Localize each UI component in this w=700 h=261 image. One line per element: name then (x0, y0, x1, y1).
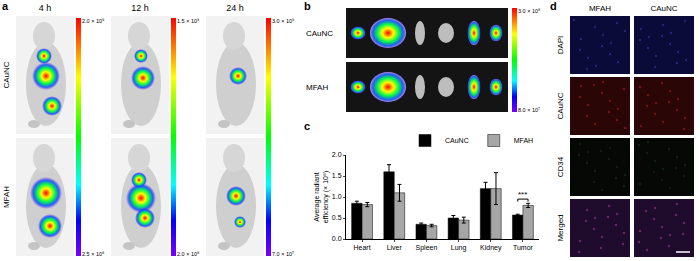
svg-text:7.0 × 10⁷: 7.0 × 10⁷ (272, 251, 294, 257)
svg-text:3.0 × 10⁹: 3.0 × 10⁹ (272, 18, 294, 24)
svg-text:CAuNC: CAuNC (650, 4, 677, 13)
svg-text:Heart: Heart (354, 244, 371, 251)
svg-text:CAuNC: CAuNC (445, 137, 469, 144)
svg-text:24 h: 24 h (226, 3, 244, 13)
svg-text:Kidney: Kidney (480, 244, 502, 252)
svg-text:8.0 × 10⁷: 8.0 × 10⁷ (518, 107, 540, 113)
svg-text:CD34: CD34 (556, 156, 565, 177)
svg-text:4 h: 4 h (39, 3, 52, 13)
svg-text:Lung: Lung (451, 244, 467, 252)
svg-text:CAuNC: CAuNC (556, 92, 565, 119)
svg-text:CAuNC: CAuNC (306, 29, 333, 38)
html-text:c: c (304, 120, 311, 132)
svg-text:2.5 × 10⁸: 2.5 × 10⁸ (82, 251, 104, 257)
svg-text:a: a (2, 0, 9, 12)
svg-text:12 h: 12 h (131, 3, 149, 13)
svg-text:DAPI: DAPI (556, 36, 565, 55)
svg-text:1.0: 1.0 (332, 193, 342, 200)
svg-text:2.0 × 10⁸: 2.0 × 10⁸ (177, 251, 199, 257)
svg-text:2.0 × 10⁹: 2.0 × 10⁹ (82, 18, 104, 24)
svg-text:MFAH: MFAH (589, 4, 611, 13)
svg-text:3.0 × 10⁸: 3.0 × 10⁸ (518, 8, 540, 14)
svg-text:1.5: 1.5 (332, 172, 342, 179)
svg-text:b: b (304, 0, 311, 12)
svg-text:Tumor: Tumor (513, 244, 534, 251)
svg-text:0.5: 0.5 (332, 214, 342, 221)
svg-text:Spleen: Spleen (416, 244, 438, 252)
svg-text:MFAH: MFAH (2, 186, 11, 208)
svg-text:MFAH: MFAH (514, 137, 533, 144)
svg-text:1.5 × 10⁹: 1.5 × 10⁹ (177, 18, 199, 24)
svg-text:d: d (550, 0, 557, 12)
svg-text:Liver: Liver (387, 244, 403, 251)
svg-text:MFAH: MFAH (306, 83, 328, 92)
svg-text:Merged: Merged (556, 214, 565, 241)
svg-text:CAuNC: CAuNC (2, 61, 11, 88)
svg-text:Average radiantefficiency (× 1: Average radiantefficiency (× 10⁸) (313, 171, 330, 223)
svg-text:0.0: 0.0 (332, 235, 342, 242)
svg-text:***: *** (518, 190, 527, 199)
svg-text:2.0: 2.0 (332, 151, 342, 158)
